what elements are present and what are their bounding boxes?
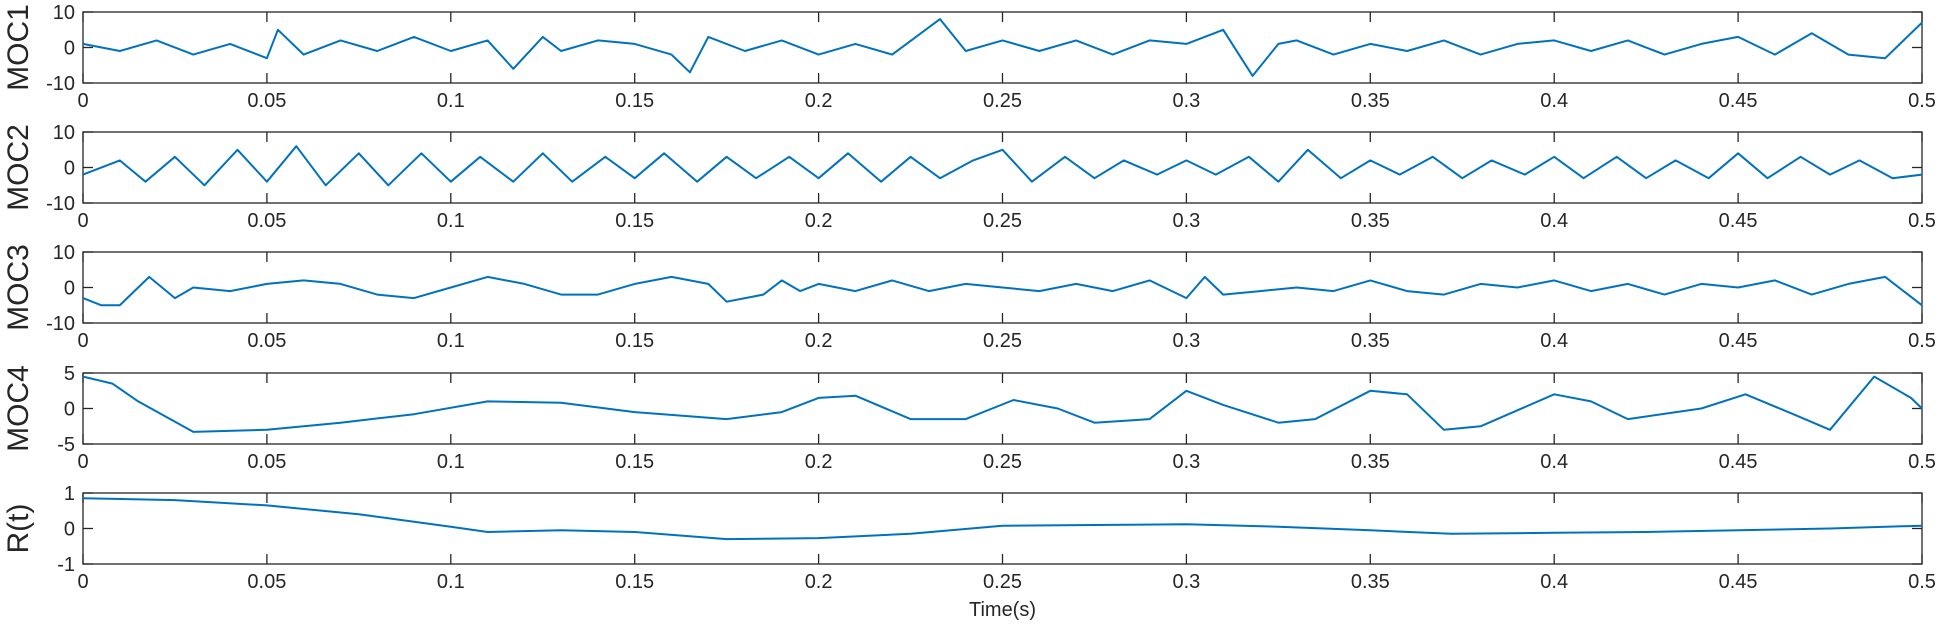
x-tick-label: 0.2 bbox=[805, 330, 833, 352]
x-tick-label: 0.35 bbox=[1351, 210, 1390, 232]
x-tick-label: 0.25 bbox=[983, 90, 1022, 112]
y-tick-label: 10 bbox=[53, 242, 75, 264]
x-tick-label: 0.25 bbox=[983, 451, 1022, 473]
x-tick-label: 0.1 bbox=[437, 451, 465, 473]
x-tick-label: 0.05 bbox=[247, 330, 286, 352]
x-tick-label: 0.15 bbox=[615, 451, 654, 473]
x-tick-label: 0.4 bbox=[1540, 90, 1568, 112]
subplot-5: 0 0.05 0.1 0.15 0.2 0.25 0.3 0.35 0.4 0.45 0.5-101… bbox=[2, 483, 1936, 621]
y-tick-label: -1 bbox=[57, 554, 75, 576]
x-tick-label: 0.1 bbox=[437, 90, 465, 112]
x-tick-label: 0.25 bbox=[983, 571, 1022, 593]
x-tick-label: 0.5 bbox=[1908, 90, 1936, 112]
y-tick-label: 0 bbox=[64, 158, 75, 180]
y-tick-label: -5 bbox=[57, 434, 75, 456]
y-axis-label: MOC3 bbox=[2, 244, 35, 331]
x-tick-label: 0 bbox=[77, 451, 88, 473]
y-axis-label: R(t) bbox=[2, 504, 35, 554]
x-tick-label: 0.4 bbox=[1540, 571, 1568, 593]
y-tick-label: 10 bbox=[53, 122, 75, 144]
y-axis-label: MOC4 bbox=[2, 365, 35, 452]
series-line-moc2 bbox=[82, 145, 1923, 187]
y-tick-label: 0 bbox=[64, 519, 75, 541]
x-tick-label: 0 bbox=[77, 90, 88, 112]
y-tick-label: 0 bbox=[64, 399, 75, 421]
x-tick-label: 0.25 bbox=[983, 210, 1022, 232]
y-tick-label: 5 bbox=[64, 363, 75, 385]
x-tick-label: 0.05 bbox=[247, 210, 286, 232]
y-tick-label: 1 bbox=[64, 483, 75, 505]
x-tick-label: 0.35 bbox=[1351, 451, 1390, 473]
y-tick-label: -10 bbox=[46, 73, 75, 95]
axes-box bbox=[82, 492, 1923, 565]
y-tick-label: 0 bbox=[64, 278, 75, 300]
subplot-2: 0 0.05 0.1 0.15 0.2 0.25 0.3 0.35 0.4 0.45 0.5-100… bbox=[2, 122, 1936, 232]
x-tick-label: 0.1 bbox=[437, 571, 465, 593]
x-tick-label: 0.2 bbox=[805, 210, 833, 232]
series-line-moc3 bbox=[82, 275, 1923, 307]
axes-box bbox=[82, 131, 1923, 204]
x-tick-label: 0.3 bbox=[1172, 90, 1200, 112]
x-tick-label: 0 bbox=[77, 210, 88, 232]
x-tick-label: 0.5 bbox=[1908, 330, 1936, 352]
x-tick-label: 0.25 bbox=[983, 330, 1022, 352]
y-tick-label: -10 bbox=[46, 193, 75, 215]
y-axis-label: MOC2 bbox=[2, 124, 35, 211]
x-tick-label: 0.3 bbox=[1172, 210, 1200, 232]
series-line-moc1 bbox=[82, 18, 1923, 77]
x-tick-label: 0.35 bbox=[1351, 571, 1390, 593]
x-tick-label: 0.15 bbox=[615, 330, 654, 352]
x-tick-label: 0 bbox=[77, 571, 88, 593]
subplot-1: 0 0.05 0.1 0.15 0.2 0.25 0.3 0.35 0.4 0.45 0.5-100… bbox=[2, 2, 1936, 112]
x-tick-label: 0.4 bbox=[1540, 451, 1568, 473]
x-tick-label: 0.45 bbox=[1719, 571, 1758, 593]
x-tick-label: 0.45 bbox=[1719, 90, 1758, 112]
x-tick-label: 0.5 bbox=[1908, 451, 1936, 473]
series-line-rt bbox=[82, 497, 1923, 541]
y-axis-label: MOC1 bbox=[2, 4, 35, 91]
x-tick-label: 0.3 bbox=[1172, 451, 1200, 473]
y-tick-label: 10 bbox=[53, 2, 75, 24]
x-tick-label: 0.45 bbox=[1719, 210, 1758, 232]
subplot-4: 0 0.05 0.1 0.15 0.2 0.25 0.3 0.35 0.4 0.45 0.5-505… bbox=[2, 363, 1936, 473]
x-tick-label: 0.5 bbox=[1908, 210, 1936, 232]
y-tick-label: -10 bbox=[46, 313, 75, 335]
x-tick-label: 0.15 bbox=[615, 571, 654, 593]
x-tick-label: 0.2 bbox=[805, 571, 833, 593]
x-tick-label: 0.2 bbox=[805, 451, 833, 473]
series-line-moc4 bbox=[82, 375, 1923, 433]
x-tick-label: 0.05 bbox=[247, 451, 286, 473]
subplot-3: 0 0.05 0.1 0.15 0.2 0.25 0.3 0.35 0.4 0.45 0.5-100… bbox=[2, 242, 1936, 352]
x-tick-label: 0.45 bbox=[1719, 330, 1758, 352]
x-tick-label: 0.5 bbox=[1908, 571, 1936, 593]
x-tick-label: 0.1 bbox=[437, 330, 465, 352]
x-tick-label: 0.1 bbox=[437, 210, 465, 232]
x-tick-label: 0.4 bbox=[1540, 330, 1568, 352]
x-tick-label: 0.35 bbox=[1351, 90, 1390, 112]
x-tick-label: 0 bbox=[77, 330, 88, 352]
axes-box bbox=[82, 372, 1923, 445]
x-tick-label: 0.4 bbox=[1540, 210, 1568, 232]
x-tick-label: 0.2 bbox=[805, 90, 833, 112]
x-tick-label: 0.15 bbox=[615, 90, 654, 112]
x-tick-label: 0.3 bbox=[1172, 571, 1200, 593]
x-tick-label: 0.35 bbox=[1351, 330, 1390, 352]
x-tick-label: 0.45 bbox=[1719, 451, 1758, 473]
x-tick-label: 0.05 bbox=[247, 90, 286, 112]
x-tick-label: 0.3 bbox=[1172, 330, 1200, 352]
y-tick-label: 0 bbox=[64, 38, 75, 60]
x-axis-label: Time(s) bbox=[969, 599, 1036, 621]
axes-box bbox=[82, 11, 1923, 84]
x-tick-label: 0.15 bbox=[615, 210, 654, 232]
x-tick-label: 0.05 bbox=[247, 571, 286, 593]
